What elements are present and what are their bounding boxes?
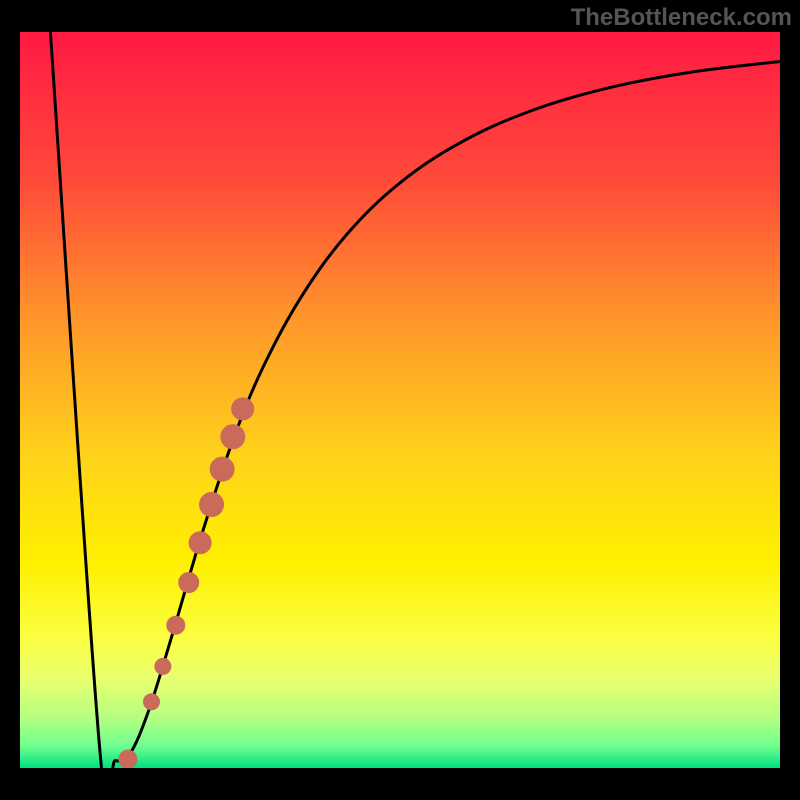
data-marker xyxy=(221,425,245,449)
data-marker xyxy=(143,694,159,710)
watermark-text: TheBottleneck.com xyxy=(571,4,792,32)
data-marker xyxy=(155,658,171,674)
data-marker xyxy=(179,573,199,593)
chart-overlay xyxy=(20,32,780,768)
data-marker xyxy=(189,532,211,554)
data-marker xyxy=(200,493,224,517)
data-marker xyxy=(232,398,254,420)
data-marker xyxy=(119,750,137,768)
data-marker xyxy=(210,457,234,481)
data-marker xyxy=(167,616,185,634)
plot-area xyxy=(20,32,780,768)
bottleneck-curve xyxy=(50,32,780,768)
